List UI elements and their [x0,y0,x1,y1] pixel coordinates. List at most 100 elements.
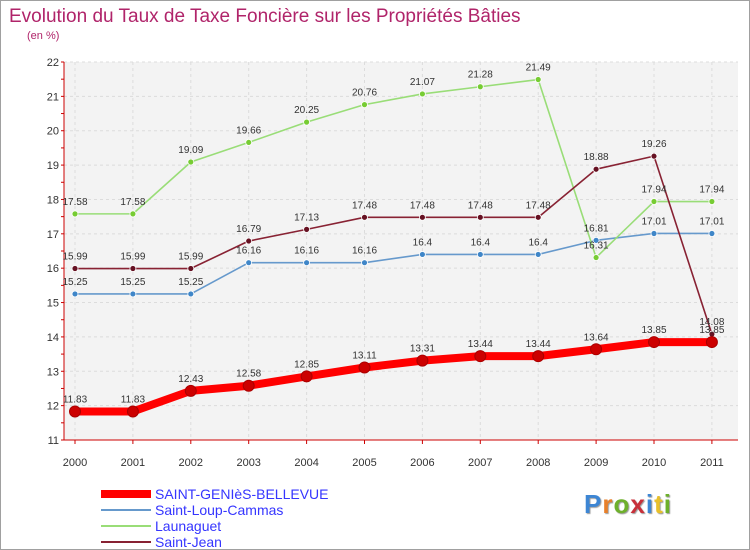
data-label: 15.99 [178,252,203,263]
data-point [71,265,79,272]
y-tick-label: 19 [47,160,59,172]
data-point [126,405,139,418]
data-label: 17.58 [62,197,87,208]
data-point [361,213,368,221]
data-label: 17.58 [120,197,145,208]
data-point [590,343,603,356]
data-point [187,265,195,272]
series-line [74,155,713,335]
x-tick-label: 2001 [121,457,145,469]
y-tick-label: 22 [47,57,59,69]
data-label: 13.44 [526,339,551,350]
data-label: 13.44 [468,339,493,350]
data-point [708,198,716,205]
data-label: 17.13 [294,212,319,223]
data-label: 21.28 [468,70,493,81]
x-tick-label: 2006 [410,457,434,469]
data-point [303,259,311,267]
legend-item: Launaguet [101,518,461,534]
data-label: 17.01 [699,216,724,227]
x-tick-label: 2011 [700,457,724,469]
data-label: 16.16 [236,246,261,257]
data-label: 16.16 [352,246,377,257]
data-point [418,251,426,258]
plot-background [64,62,738,440]
data-label: 19.26 [641,139,666,150]
data-point [534,213,542,221]
data-point [476,251,484,258]
x-tick-label: 2002 [179,457,203,469]
data-label: 13.85 [699,325,724,336]
axes [61,61,738,444]
data-label: 16.16 [294,246,319,257]
data-point [358,361,371,374]
data-label: 17.48 [410,200,435,211]
data-point [187,158,195,166]
data-label: 20.25 [294,105,319,116]
x-tick-label: 2003 [236,457,260,469]
data-point [708,230,716,237]
data-label: 17.48 [468,200,493,211]
data-point [592,254,600,261]
data-label: 15.99 [120,252,145,263]
x-tick-label: 2007 [468,457,492,469]
data-label: 16.79 [236,224,261,235]
data-label: 11.83 [63,394,88,405]
legend-swatch [101,525,151,527]
data-point [69,405,81,418]
data-label: 16.4 [471,237,491,248]
data-label: 13.11 [352,350,377,361]
legend-swatch [101,541,151,543]
data-label: 15.99 [62,252,87,263]
x-tick-label: 2005 [352,457,376,469]
data-point [592,236,600,244]
legend-label: Launaguet [155,518,222,534]
data-point [242,379,255,392]
x-tick-label: 2004 [294,457,318,469]
data-point [245,259,253,267]
y-tick-label: 13 [47,366,59,378]
data-point [648,336,660,349]
data-point [184,384,197,397]
data-label: 17.94 [699,185,724,196]
y-tick-label: 15 [47,298,59,310]
data-point [416,354,429,367]
data-point [532,350,545,363]
legend-item: Saint-Jean [101,534,461,550]
data-label: 12.58 [236,369,261,380]
chart-title: Evolution du Taux de Taxe Foncière sur l… [9,6,521,27]
x-tick-label: 2008 [526,457,550,469]
x-tick-label: 2010 [642,457,666,469]
legend-item: SAINT-GENIèS-BELLEVUE [101,486,461,502]
data-label: 11.83 [121,394,146,405]
y-axis: 11 12 13 14 15 16 17 18 19 20 21 22 [47,57,59,447]
data-point [650,198,658,205]
data-point [476,83,484,91]
data-point [129,265,137,272]
data-labels: 15.25 15.25 15.25 16.16 16.16 16.16 16.4 16.4 16… [62,63,724,406]
data-point [71,290,79,298]
data-label: 13.85 [641,325,666,336]
data-label: 20.76 [352,88,377,99]
x-tick-label: 2000 [63,457,87,469]
data-label: 16.31 [584,241,609,252]
data-point [592,165,600,173]
data-point [476,213,484,221]
data-point [71,210,79,218]
data-label: 18.88 [584,152,609,163]
data-point [245,139,253,146]
y-tick-label: 12 [47,401,59,413]
data-point [300,370,313,383]
data-label: 17.48 [352,200,377,211]
data-point [303,225,311,233]
data-point [534,251,542,258]
data-point [474,350,487,363]
data-point [705,336,718,349]
y-tick-label: 16 [47,263,59,275]
data-point [129,290,137,298]
legend-item: Saint-Loup-Cammas [101,502,461,518]
data-label: 17.48 [526,200,551,211]
chart-unit-label: (en %) [27,30,60,42]
y-tick-label: 11 [48,435,59,447]
